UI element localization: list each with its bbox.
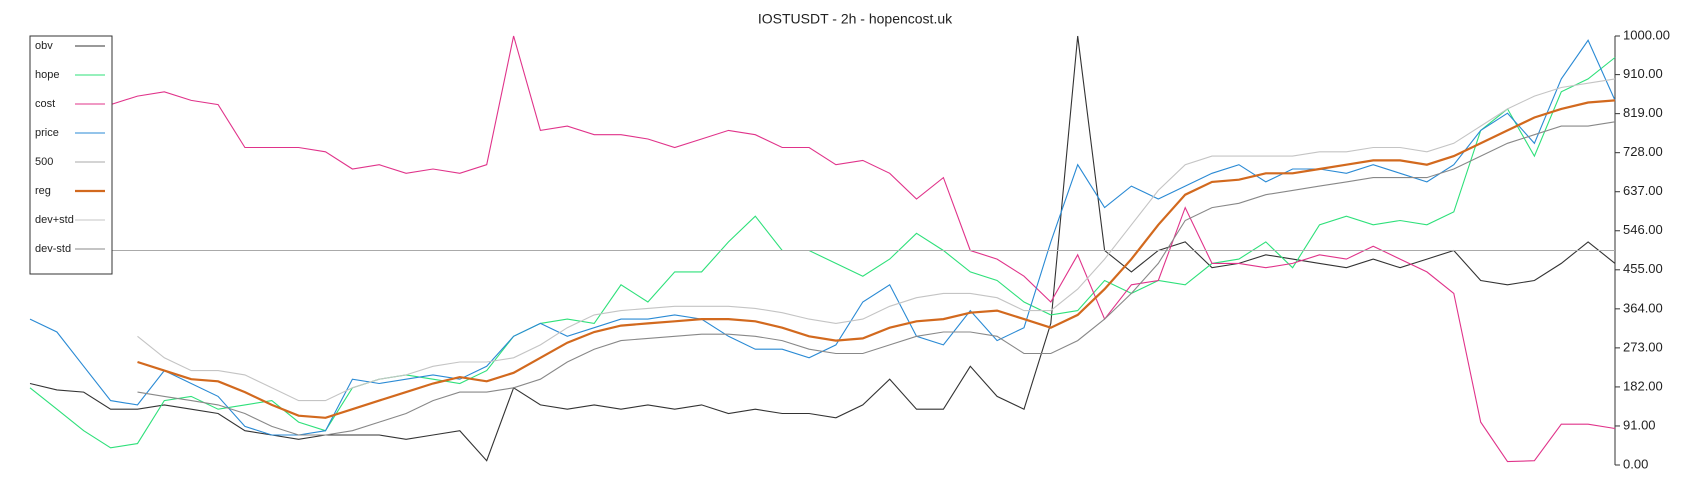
legend-label: cost	[35, 98, 55, 110]
legend-label: reg	[35, 185, 51, 197]
legend-label: obv	[35, 40, 53, 52]
legend-label: dev-std	[35, 243, 71, 255]
y-tick-label: 728.00	[1623, 144, 1663, 159]
legend-label: dev+std	[35, 214, 74, 226]
legend-box	[29, 35, 113, 275]
y-tick-label: 273.00	[1623, 339, 1663, 354]
y-tick-label: 637.00	[1623, 183, 1663, 198]
y-tick-label: 819.00	[1623, 105, 1663, 120]
y-tick-label: 546.00	[1623, 222, 1663, 237]
series-line	[29, 35, 1616, 462]
y-tick-label: 1000.00	[1623, 27, 1670, 42]
series-line	[29, 57, 1616, 449]
legend-label: price	[35, 127, 59, 139]
y-tick-label: 0.00	[1623, 456, 1648, 471]
y-tick-label: 364.00	[1623, 300, 1663, 315]
y-tick-label: 455.00	[1623, 261, 1663, 276]
legend-label: hope	[35, 69, 59, 81]
y-tick-label: 910.00	[1623, 66, 1663, 81]
series-line	[29, 39, 1616, 436]
legend-label: 500	[35, 156, 53, 168]
series-line	[137, 78, 1616, 402]
y-tick-label: 182.00	[1623, 378, 1663, 393]
series-line	[137, 121, 1616, 436]
y-tick-label: 91.00	[1623, 417, 1656, 432]
series-line	[110, 35, 1616, 463]
chart-title: IOSTUSDT - 2h - hopencost.uk	[758, 11, 953, 27]
series-line	[137, 99, 1616, 419]
